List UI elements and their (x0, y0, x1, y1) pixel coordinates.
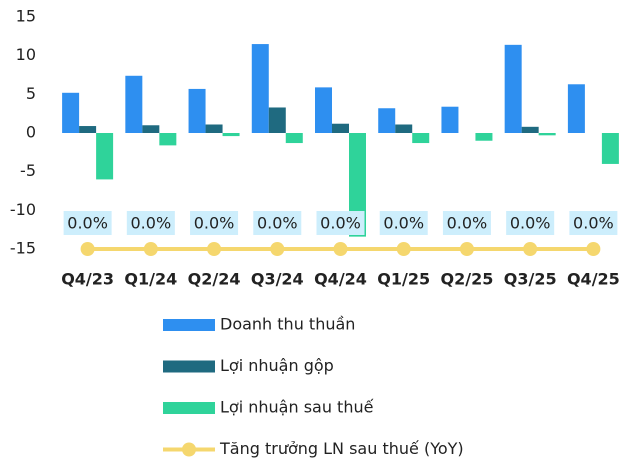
legend-swatch (182, 442, 196, 457)
label-box (253, 211, 302, 235)
bar (62, 92, 80, 133)
x-tick-label: Q2/25 (441, 270, 494, 289)
line-marker (207, 242, 222, 256)
bar (349, 133, 366, 237)
legend-label: Lợi nhuận gộp (220, 356, 334, 375)
bar (125, 75, 143, 133)
bar (412, 133, 430, 144)
bar (222, 133, 240, 137)
data-label: 0.0% (573, 214, 614, 233)
x-tick-label: Q2/24 (188, 270, 241, 289)
bar (441, 106, 459, 133)
y-tick-label: -10 (10, 200, 36, 219)
legend-label: Lợi nhuận sau thuế (220, 398, 374, 417)
x-tick-label: Q3/25 (504, 270, 557, 289)
line-marker (459, 242, 474, 256)
y-tick-label: -5 (20, 161, 36, 180)
bar (285, 133, 303, 144)
data-label: 0.0% (320, 214, 361, 233)
x-tick-label: Q4/25 (567, 270, 620, 289)
label-box (442, 211, 491, 235)
label-box (569, 211, 618, 235)
legend-swatch (163, 319, 215, 331)
data-label: 0.0% (131, 214, 172, 233)
legend-swatch (163, 360, 215, 373)
label-box (316, 211, 365, 235)
bar (142, 125, 160, 133)
x-tick-label: Q4/23 (61, 270, 114, 289)
bar (332, 123, 349, 133)
legend-label: Doanh thu thuần (220, 315, 355, 334)
y-tick-label: 5 (26, 84, 36, 103)
bar (79, 126, 97, 133)
data-label: 0.0% (447, 214, 488, 233)
bar (538, 133, 556, 136)
label-box (126, 211, 175, 235)
legend-label: Tăng trưởng LN sau thuế (YoY) (219, 439, 464, 458)
y-tick-label: -15 (10, 239, 36, 258)
label-box (190, 211, 239, 235)
bar (601, 133, 619, 164)
bar (159, 133, 177, 146)
bar (205, 124, 223, 133)
data-label: 0.0% (257, 214, 298, 233)
y-tick-label: 10 (16, 45, 36, 64)
line-marker (270, 242, 285, 256)
bar (96, 133, 114, 180)
bar (378, 108, 396, 133)
bar (475, 133, 493, 141)
label-box (506, 211, 555, 235)
x-tick-label: Q1/25 (377, 270, 430, 289)
bar (188, 88, 206, 133)
bar (395, 124, 413, 133)
bar (504, 44, 522, 134)
line-marker (143, 242, 158, 256)
y-tick-label: 15 (16, 7, 36, 26)
bar (315, 87, 332, 133)
x-tick-label: Q1/24 (124, 270, 177, 289)
line-marker (80, 242, 95, 256)
y-tick-label: 0 (26, 123, 36, 142)
data-label: 0.0% (194, 214, 235, 233)
line-marker (333, 242, 348, 256)
label-box (63, 211, 112, 235)
line-marker (586, 242, 601, 256)
line-marker (396, 242, 411, 256)
x-tick-label: Q3/24 (251, 270, 304, 289)
bar (268, 107, 286, 133)
bar (251, 44, 269, 133)
label-box (379, 211, 428, 235)
legend-swatch (163, 402, 215, 414)
bar (567, 84, 585, 133)
data-label: 0.0% (510, 214, 551, 233)
data-label: 0.0% (67, 214, 108, 233)
line-marker (523, 242, 538, 256)
data-label: 0.0% (383, 214, 424, 233)
x-tick-label: Q4/24 (314, 270, 367, 289)
bar (521, 126, 539, 133)
